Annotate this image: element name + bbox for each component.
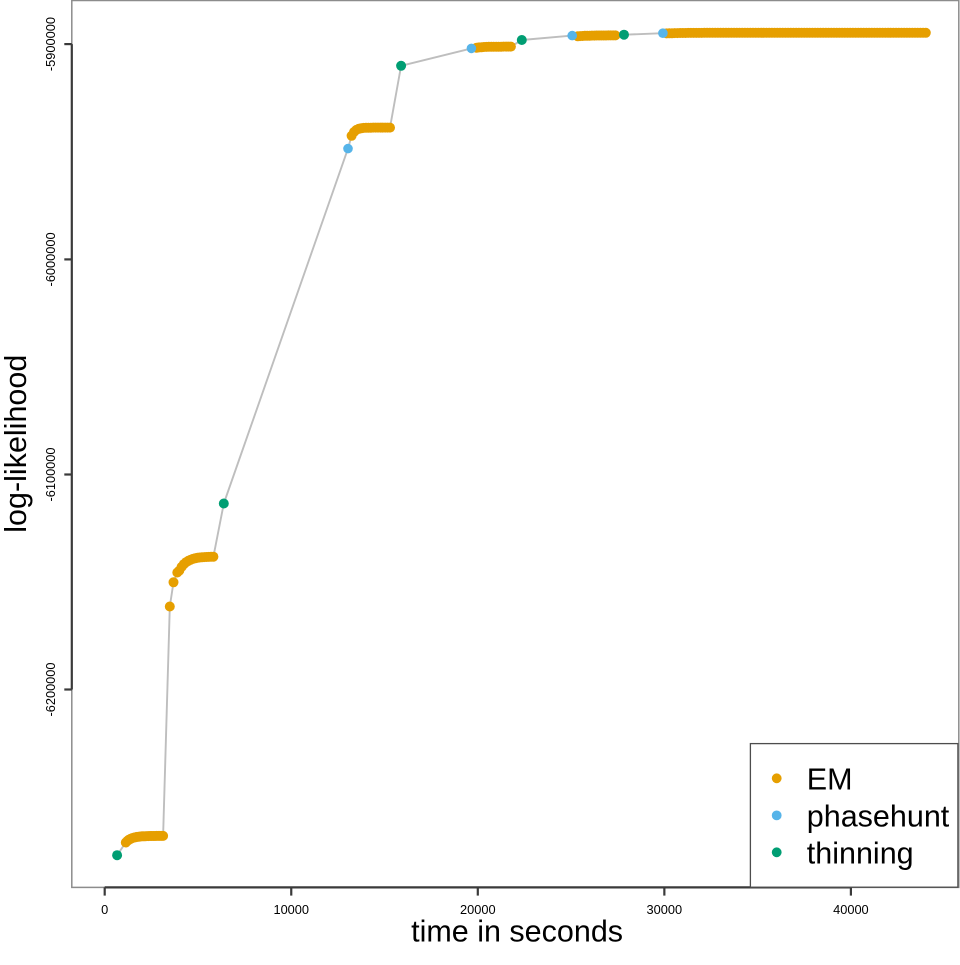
svg-text:phasehunt: phasehunt — [807, 799, 950, 833]
svg-text:time in seconds: time in seconds — [411, 915, 623, 949]
svg-text:10000: 10000 — [273, 902, 309, 917]
svg-text:thinning: thinning — [807, 836, 914, 870]
svg-text:log-likelihood: log-likelihood — [0, 355, 33, 533]
svg-text:-6100000: -6100000 — [43, 447, 58, 501]
svg-text:0: 0 — [101, 902, 108, 917]
svg-text:40000: 40000 — [833, 902, 869, 917]
svg-text:20000: 20000 — [460, 902, 496, 917]
svg-text:-6200000: -6200000 — [43, 662, 58, 716]
svg-text:-5900000: -5900000 — [43, 17, 58, 71]
svg-text:EM: EM — [807, 762, 853, 796]
svg-text:-6000000: -6000000 — [43, 232, 58, 286]
svg-text:30000: 30000 — [647, 902, 683, 917]
